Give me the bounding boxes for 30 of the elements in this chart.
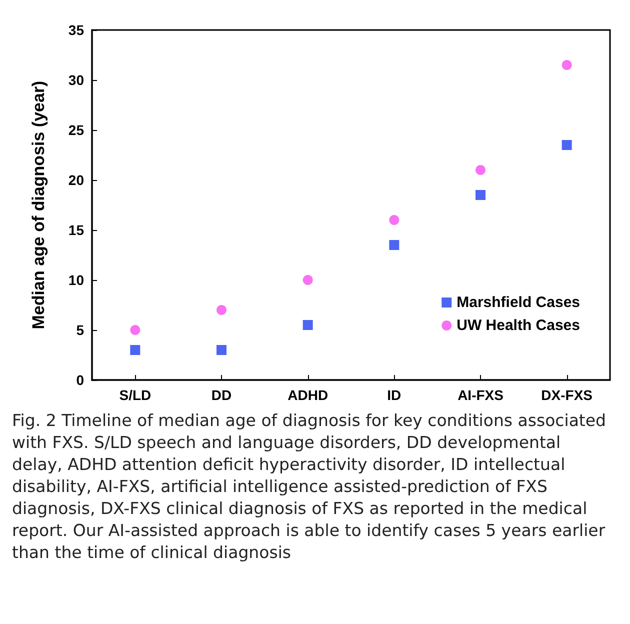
legend-label: Marshfield Cases [456,294,580,311]
point [389,240,400,250]
point [302,320,313,330]
point [562,140,572,150]
y-tick-label: 10 [68,272,84,288]
point [562,60,572,70]
x-tick-label: ID [387,387,402,403]
y-tick-label: 35 [68,22,84,38]
point [130,325,140,335]
point [302,275,313,285]
y-tick-label: 30 [68,72,84,88]
point [216,305,226,315]
x-tick-label: AI-FXS [458,387,504,403]
y-tick-label: 20 [68,172,84,188]
x-tick-label: DD [211,387,232,403]
x-tick-label: ADHD [288,387,328,403]
point [476,190,486,200]
y-tick-label: 5 [76,322,84,338]
point [130,345,140,355]
y-tick-label: 25 [68,122,84,138]
point [476,165,486,175]
y-tick-label: 0 [76,372,84,388]
x-tick-label: S/LD [119,387,152,403]
point [389,215,400,225]
x-tick-label: DX-FXS [541,387,593,403]
caption: Fig. 2 Timeline of median age of diagnosis for key conditions associated with FXS. S/LD speech and language disorders, DD developmental delay, ADHD attention deficit hyperactivity disorder, ID intellectual disability, AI-FXS, artificial intelligence assisted-prediction of FXS diagnosis, DX-FXS clinical diagnosis of FXS as reported in the medical report. Our AI-assisted approach is able to identify cases 5 years earlier than the time of clinical diagnosis [12,410,608,564]
y-axis-title: Median age of diagnosis (year) [29,80,48,330]
point [216,345,226,355]
y-tick-label: 15 [68,222,84,238]
legend-label: UW Health Cases [456,317,580,334]
